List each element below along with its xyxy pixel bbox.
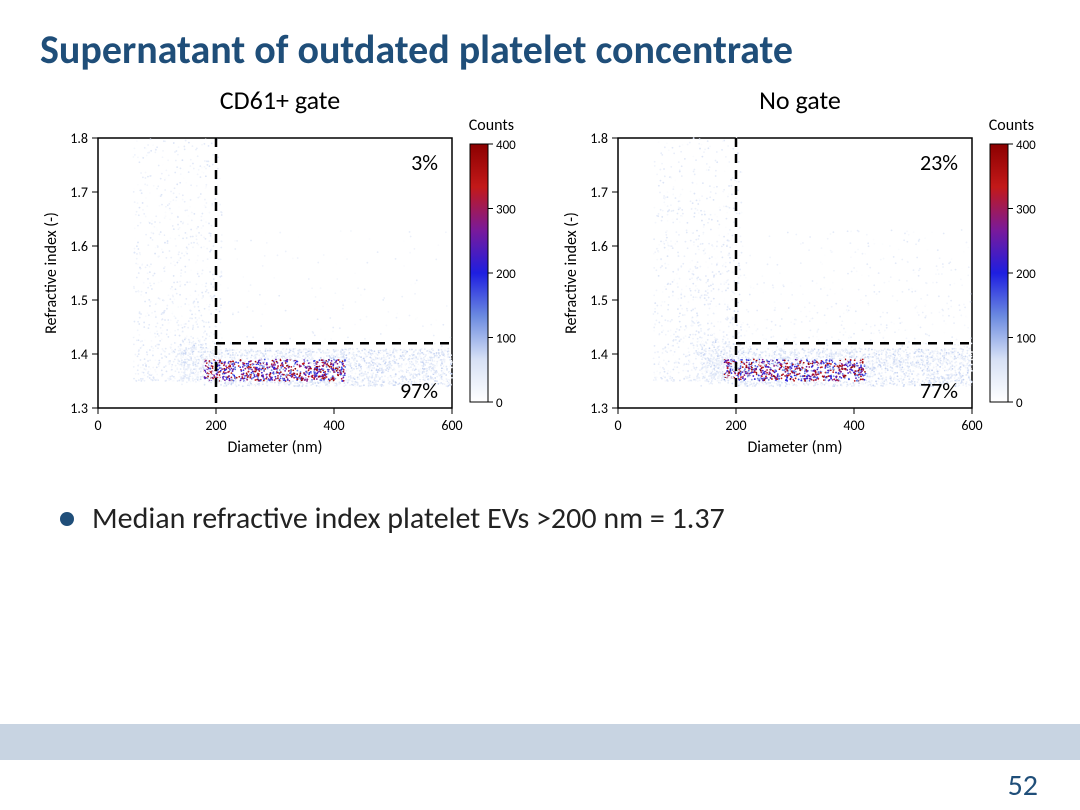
svg-text:600: 600 (961, 417, 982, 434)
svg-text:1.5: 1.5 (70, 292, 88, 309)
svg-text:Refractive index (-): Refractive index (-) (562, 212, 581, 334)
svg-text:1.4: 1.4 (590, 346, 608, 363)
svg-text:1.8: 1.8 (590, 130, 608, 147)
chart-right: Counts 02004006001.31.41.51.61.71.8Diame… (560, 120, 1040, 460)
svg-text:1.3: 1.3 (70, 400, 88, 417)
charts-row: CD61+ gate Counts 02004006001.31.41.51.6… (0, 84, 1080, 460)
chart-left: Counts 02004006001.31.41.51.61.71.8Diame… (40, 120, 520, 460)
svg-text:1.7: 1.7 (590, 184, 608, 201)
scatter-svg: 0 200 400 600 1.3 1.4 1.5 1.6 1.7 1.8 Diameter (nm… (40, 120, 520, 460)
bullet-text: Median refractive index platelet EVs >20… (92, 500, 725, 537)
svg-text:3%: 3% (411, 149, 438, 176)
svg-text:300: 300 (496, 203, 516, 218)
chart-panel-left: CD61+ gate Counts 02004006001.31.41.51.6… (40, 84, 520, 460)
svg-text:200: 200 (205, 417, 226, 434)
footer-band (0, 724, 1080, 760)
svg-text:0: 0 (614, 417, 621, 434)
svg-text:Diameter (nm): Diameter (nm) (227, 438, 322, 457)
svg-text:1.5: 1.5 (590, 292, 608, 309)
svg-text:1.6: 1.6 (590, 238, 608, 255)
svg-text:400: 400 (323, 417, 344, 434)
panel-title-right: No gate (759, 84, 841, 116)
svg-text:1.8: 1.8 (70, 130, 88, 147)
svg-text:200: 200 (496, 267, 516, 282)
svg-text:400: 400 (496, 138, 516, 153)
bullet-icon (60, 512, 74, 526)
page-number: 52 (1008, 767, 1038, 804)
svg-text:0: 0 (496, 396, 503, 411)
scatter-svg: 0 200 400 600 1.3 1.4 1.5 1.6 1.7 1.8 Diameter (nm… (560, 120, 1040, 460)
svg-text:400: 400 (843, 417, 864, 434)
svg-text:Diameter (nm): Diameter (nm) (747, 438, 842, 457)
svg-text:1.4: 1.4 (70, 346, 88, 363)
svg-text:1.7: 1.7 (70, 184, 88, 201)
bullet-row: Median refractive index platelet EVs >20… (0, 460, 1080, 537)
svg-text:0: 0 (94, 417, 101, 434)
svg-text:1.3: 1.3 (590, 400, 608, 417)
slide-title: Supernatant of outdated platelet concent… (0, 0, 1080, 84)
svg-text:100: 100 (496, 332, 516, 347)
chart-panel-right: No gate Counts 02004006001.31.41.51.61.7… (560, 84, 1040, 460)
panel-title-left: CD61+ gate (220, 84, 340, 116)
svg-text:200: 200 (725, 417, 746, 434)
svg-text:97%: 97% (400, 377, 438, 404)
svg-text:1.6: 1.6 (70, 238, 88, 255)
svg-text:Refractive index (-): Refractive index (-) (42, 212, 61, 334)
svg-text:600: 600 (441, 417, 462, 434)
